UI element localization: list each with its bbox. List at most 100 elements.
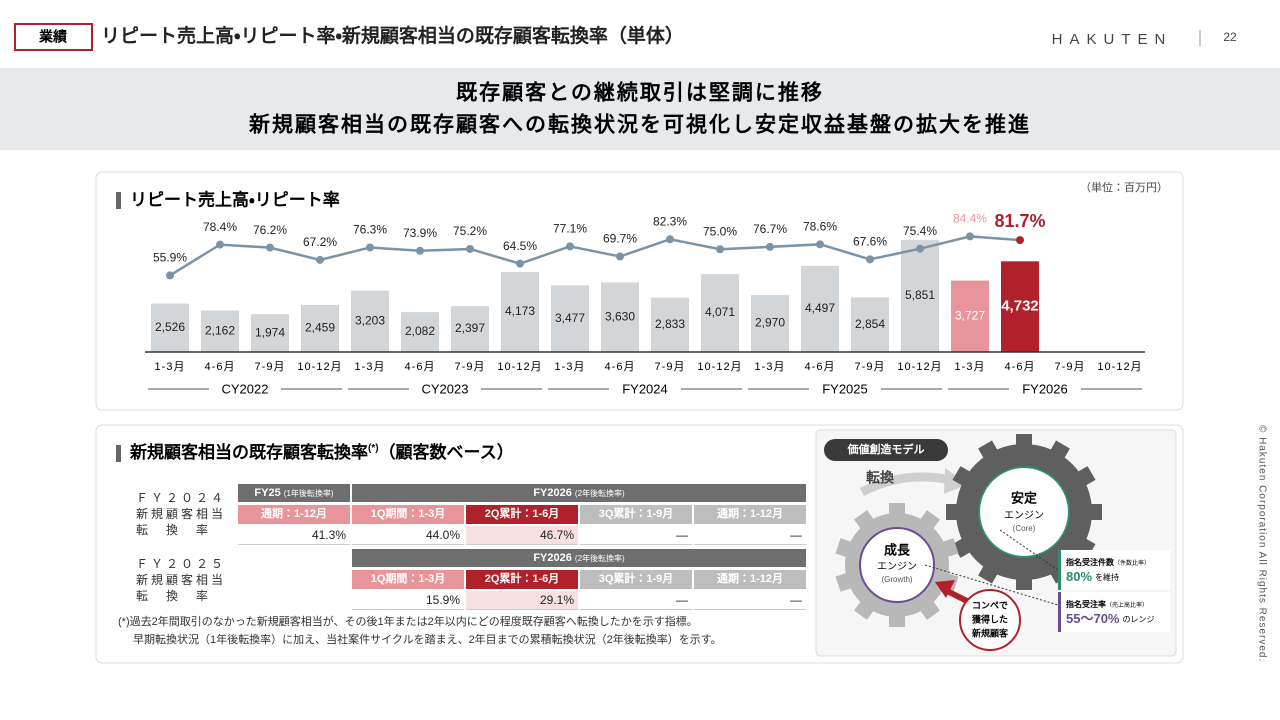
rate-value-label: 78.6%	[803, 219, 837, 233]
rate-point	[566, 242, 574, 251]
title-mark	[116, 445, 121, 462]
rate-value-label: 82.3%	[653, 214, 687, 228]
x-tick-label: 1-3月	[755, 361, 786, 373]
new-customer-label: 新規顧客	[971, 627, 1009, 638]
group-note: (2年後転換率)	[574, 489, 625, 498]
row-label: ＦＹ２０２５ 新規顧客相当転 換 率	[136, 556, 226, 604]
banner-line: 既存顧客との継続取引は堅調に推移	[456, 81, 824, 105]
row-label-line: ＦＹ２０２４	[136, 491, 227, 505]
rate-value-label: 67.6%	[853, 235, 887, 249]
metric-accent	[1058, 592, 1061, 632]
cell: —	[694, 526, 806, 545]
metric-label: 指名受注件数（件数比率）	[1066, 557, 1150, 567]
rate-value-label: 69.7%	[603, 232, 637, 246]
row-label-line: 転 換 率	[136, 589, 212, 603]
rate-point	[166, 271, 174, 280]
core-circle	[978, 466, 1070, 558]
footnote: (*)過去2年間取引のなかった新規顧客相当が、その後1年または2年以内にどの程度…	[118, 614, 698, 628]
new-customer-arrow-head	[935, 580, 955, 598]
page-title: リピート売上高・リピート率・新規顧客相当の既存顧客転換率（単体）	[101, 24, 684, 47]
rate-value-label: 64.5%	[503, 239, 537, 253]
bar-value-label: 2,397	[455, 321, 485, 335]
title-note: (*)	[368, 443, 379, 454]
bar-value-label: 2,526	[155, 320, 185, 334]
column-header: 通期：1-12月	[694, 505, 806, 524]
new-customer-circle	[959, 589, 1021, 651]
column-header: 1Q期間：1-3月	[352, 505, 464, 524]
cell: —	[580, 526, 692, 545]
footnote: 早期転換状況（1年後転換率）に加え、当社案件サイクルを踏まえ、2年目までの累積転…	[133, 632, 722, 646]
core-label: 安定	[1011, 490, 1037, 505]
rate-point	[216, 240, 224, 249]
bar-value-label: 2,854	[855, 317, 885, 331]
bar	[451, 306, 489, 352]
row-label-line: 転 換 率	[136, 523, 212, 537]
bar-value-label: 4,497	[805, 301, 835, 315]
bar-value-label: 1,974	[255, 325, 285, 339]
bar-value-label: 2,833	[655, 317, 685, 331]
x-tick-label: 10-12月	[1097, 361, 1142, 373]
rate-point	[966, 232, 974, 241]
cell: 15.9%	[352, 591, 464, 610]
group-label: FY25	[254, 487, 281, 499]
column-header: 通期：1-12月	[238, 505, 350, 524]
core-label: エンジン	[1004, 511, 1044, 522]
bar	[251, 314, 289, 352]
rate-point	[466, 244, 474, 253]
rate-value-label: 84.4%	[953, 212, 987, 226]
x-tick-label: 4-6月	[805, 361, 836, 373]
bar	[601, 282, 639, 352]
bar-value-label: 4,173	[505, 304, 535, 318]
bar-value-label: 2,082	[405, 324, 435, 338]
rate-line	[169, 235, 1021, 277]
bar-value-label: 3,203	[355, 313, 385, 327]
x-tick-label: 1-3月	[555, 361, 586, 373]
row-label-line: ＦＹ２０２５	[136, 557, 227, 571]
bar-value-label: 3,477	[555, 311, 585, 325]
cell: 41.3%	[238, 526, 350, 545]
group-label: FY2024	[622, 381, 668, 396]
group-note: (2年後転換率)	[574, 554, 625, 563]
bar	[801, 265, 839, 352]
banner-line: 新規顧客相当の既存顧客への転換状況を可視化し安定収益基盤の拡大を推進	[248, 113, 1031, 137]
metric-box	[1058, 550, 1170, 590]
connector	[924, 564, 1059, 606]
group-label: FY2026	[533, 487, 572, 499]
rate-value-label: 67.2%	[303, 235, 337, 249]
column-header: 1Q期間：1-3月	[352, 570, 464, 589]
arrow-label: 転換	[866, 470, 895, 486]
x-tick-label: 4-6月	[1005, 361, 1036, 373]
bar	[501, 272, 539, 352]
x-tick-label: 4-6月	[205, 361, 236, 373]
bar	[401, 312, 439, 352]
conversion-title: 新規顧客相当の既存顧客転換率(*)（顧客数ベース）	[129, 442, 514, 462]
group-label: FY2025	[822, 381, 868, 396]
row-label: ＦＹ２０２４ 新規顧客相当転 換 率	[136, 490, 226, 538]
rate-value-label: 76.2%	[253, 223, 287, 237]
metric-suffix: を維持	[1095, 572, 1119, 582]
bar-value-label: 2,162	[205, 323, 235, 337]
x-tick-label: 1-3月	[355, 361, 386, 373]
metric-name: 指名受注件数	[1066, 557, 1115, 567]
rate-value-label: 75.4%	[903, 224, 937, 238]
group-header: FY2026 (2年後転換率)	[352, 484, 806, 502]
bar-value-label: 3,727	[955, 308, 985, 322]
bar	[901, 239, 939, 352]
banner	[0, 68, 1280, 150]
rate-value-label: 76.3%	[353, 223, 387, 237]
metric-value-line: 55〜70% のレンジ	[1066, 611, 1154, 626]
rate-value-label: 78.4%	[203, 220, 237, 234]
bar	[151, 303, 189, 352]
x-tick-label: 7-9月	[455, 361, 486, 373]
group-header: FY25 (1年後転換率)	[238, 484, 350, 502]
row-label-line: 新規顧客相当	[136, 507, 227, 521]
group-label: FY2026	[1022, 381, 1068, 396]
rate-value-label: 75.0%	[703, 224, 737, 238]
x-tick-label: 7-9月	[1055, 361, 1086, 373]
rate-point	[266, 243, 274, 252]
bar	[1001, 261, 1039, 352]
chart: 2,526 2,162 1,974 2,459 3,203 2,082 2,397 4,173…	[145, 211, 1145, 396]
rate-value-label: 73.9%	[403, 226, 437, 240]
